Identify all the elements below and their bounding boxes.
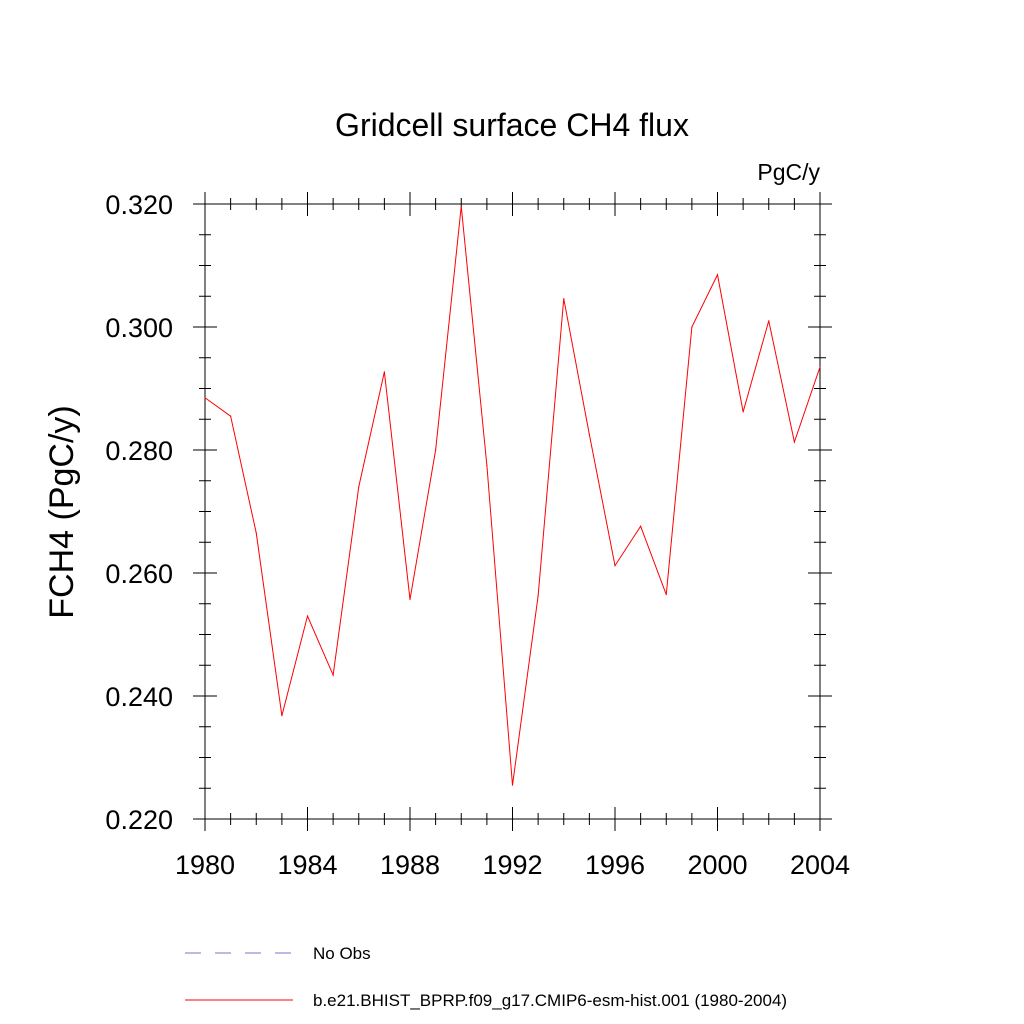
data-point <box>358 486 360 488</box>
data-point <box>204 397 206 399</box>
data-point <box>486 464 488 466</box>
y-tick-label: 0.240 <box>105 682 173 712</box>
data-point <box>332 674 334 676</box>
y-tick-label: 0.320 <box>105 190 173 220</box>
data-point <box>409 598 411 601</box>
data-point <box>691 326 693 328</box>
plot-area <box>204 203 821 820</box>
x-tick-label: 1988 <box>380 850 440 880</box>
y-tick-label: 0.220 <box>105 805 173 835</box>
data-point <box>819 366 821 368</box>
data-point <box>281 715 283 717</box>
x-tick-label: 1992 <box>482 850 542 880</box>
data-point <box>306 615 309 617</box>
data-point <box>742 411 744 413</box>
legend-label-no-obs: No Obs <box>313 944 371 963</box>
legend: No Obs b.e21.BHIST_BPRP.f09_g17.CMIP6-es… <box>185 944 787 1010</box>
series-line <box>204 206 821 786</box>
data-point <box>511 784 514 786</box>
data-point <box>255 532 257 534</box>
chart-title: Gridcell surface CH4 flux <box>335 107 689 143</box>
data-point <box>665 593 667 596</box>
data-point <box>768 320 770 322</box>
data-point <box>793 441 795 443</box>
y-tick-label: 0.260 <box>105 559 173 589</box>
data-point <box>588 434 590 436</box>
data-point <box>640 525 642 527</box>
data-point <box>230 415 232 417</box>
x-tick-label: 1984 <box>277 850 337 880</box>
data-point <box>460 205 462 208</box>
data-point <box>435 449 437 451</box>
x-tick-label: 2004 <box>790 850 850 880</box>
y-axis-label: FCH4 (PgC/y) <box>43 405 81 618</box>
axis-ticks <box>193 192 832 831</box>
series-group <box>204 205 821 786</box>
y-tick-label: 0.280 <box>105 436 173 466</box>
x-tick-label: 1996 <box>585 850 645 880</box>
legend-label-model: b.e21.BHIST_BPRP.f09_g17.CMIP6-esm-hist.… <box>313 991 787 1010</box>
data-point <box>383 371 385 373</box>
data-point <box>614 565 616 567</box>
units-label: PgC/y <box>757 159 820 185</box>
plot-frame <box>204 203 821 820</box>
data-point <box>537 595 539 597</box>
x-tick-label: 1980 <box>175 850 235 880</box>
data-point <box>716 274 719 276</box>
y-tick-label: 0.300 <box>105 313 173 343</box>
x-tick-label: 2000 <box>687 850 747 880</box>
tick-labels: 1980 1984 1988 1992 1996 2000 2004 0.220 0.240 0.… <box>105 190 850 880</box>
data-point <box>563 298 565 300</box>
